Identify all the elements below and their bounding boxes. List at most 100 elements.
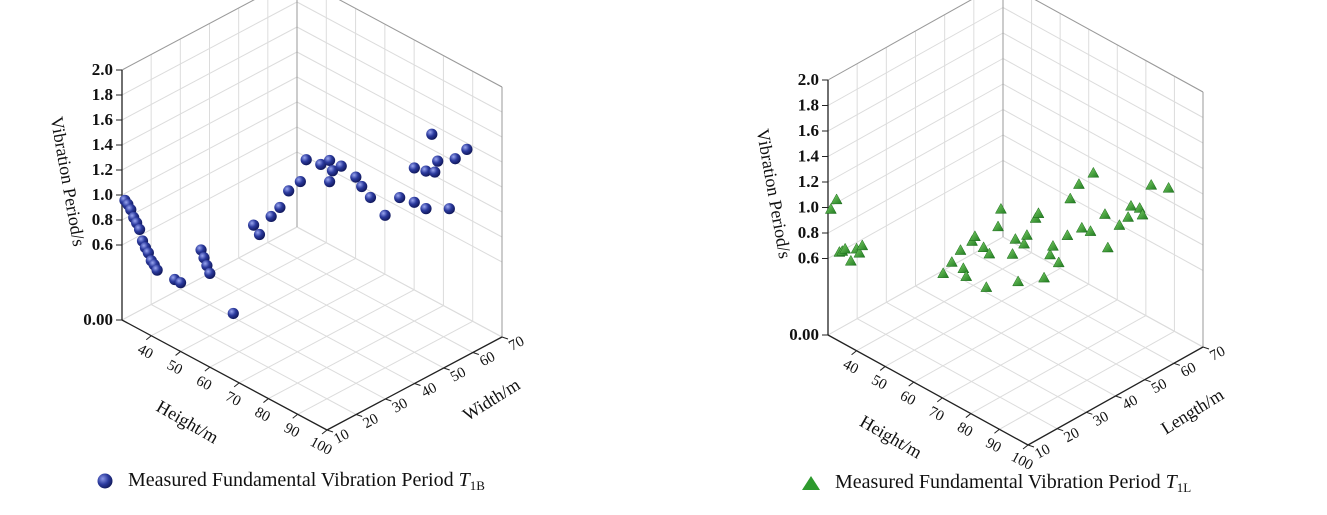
data-point: [957, 262, 970, 273]
x-axis-label: Height/m: [857, 411, 926, 462]
data-point: [980, 281, 993, 292]
data-point: [856, 239, 869, 251]
x-tick: [851, 350, 857, 356]
legend-left-subscript: 1B: [469, 478, 485, 493]
y-tick: [326, 429, 334, 433]
data-point: [265, 210, 277, 223]
grid-line: [1002, 83, 1204, 195]
data-point: [300, 154, 312, 166]
data-point: [420, 203, 432, 215]
data-point: [839, 242, 852, 254]
data-point: [449, 153, 461, 165]
data-point: [315, 158, 327, 171]
data-point: [1012, 275, 1025, 287]
grid-line: [1002, 236, 1204, 348]
grid-line: [827, 58, 1004, 157]
x-tick: [145, 335, 152, 341]
data-point: [994, 202, 1007, 214]
z-tick-label: 1.2: [798, 172, 819, 191]
grid-line: [1002, 7, 1204, 118]
grid-line: [1002, 134, 1204, 246]
grid-line: [121, 126, 298, 221]
data-point: [323, 176, 336, 188]
data-point: [844, 254, 857, 266]
y-tick-label: 40: [419, 380, 440, 401]
data-point: [1136, 208, 1149, 220]
z-tick-label: 1.6: [798, 121, 819, 140]
data-point: [323, 154, 336, 167]
grid-line: [296, 126, 503, 238]
z-axis-label: Vibration Period/s: [753, 127, 796, 260]
data-point: [1047, 239, 1059, 251]
data-point: [1021, 229, 1033, 240]
x-tick-label: 70: [926, 404, 947, 425]
data-point: [350, 171, 362, 183]
x-tick-label: 80: [252, 404, 273, 425]
data-point: [1075, 221, 1088, 233]
data-point: [408, 162, 420, 174]
x-tick-label: 90: [281, 420, 302, 441]
grid-line: [973, 252, 1175, 364]
data-point: [1101, 241, 1114, 253]
y-tick-label: 70: [506, 333, 527, 354]
y-tick: [472, 352, 479, 355]
grid-line: [1002, 32, 1204, 144]
data-point: [992, 220, 1004, 232]
data-point: [1073, 178, 1085, 189]
data-point: [356, 180, 368, 193]
grid-line: [121, 151, 298, 246]
data-point: [960, 270, 973, 281]
data-point: [1038, 271, 1050, 283]
y-tick: [501, 336, 509, 340]
z-tick-label: 1.8: [798, 96, 819, 115]
data-point: [824, 203, 837, 214]
box-edge: [338, 0, 503, 88]
y-tick-label: 50: [448, 364, 469, 385]
z-tick-label: 0.6: [798, 249, 819, 268]
data-point: [1087, 166, 1100, 178]
data-point: [1084, 225, 1097, 236]
data-point: [977, 241, 990, 253]
x-tick: [1022, 444, 1029, 450]
data-point: [443, 203, 455, 215]
y-tick: [1115, 395, 1122, 399]
data-point: [248, 219, 260, 231]
z-tick-label: 1.4: [798, 147, 820, 166]
grid-line: [121, 26, 298, 121]
data-point: [968, 230, 981, 241]
x-tick-label: 80: [954, 419, 975, 440]
x-tick: [175, 351, 181, 356]
grid-line: [827, 83, 1004, 183]
x-tick-label: 50: [164, 357, 185, 378]
grid-line: [856, 318, 1058, 430]
data-point: [227, 307, 239, 320]
y-tick-label: 50: [1149, 376, 1170, 397]
y-tick: [1086, 411, 1093, 415]
data-point: [983, 247, 996, 259]
grid-line: [209, 273, 415, 384]
x-tick: [321, 429, 328, 435]
data-point: [1052, 256, 1065, 268]
z-tick-label: 0.8: [92, 210, 113, 229]
data-point: [853, 246, 866, 258]
grid-line: [296, 51, 503, 163]
grid-line: [296, 76, 503, 188]
data-point: [326, 165, 339, 177]
x-tick-label: 100: [307, 434, 334, 459]
data-point: [1006, 248, 1019, 259]
x-tick: [908, 381, 915, 387]
data-point: [1099, 208, 1111, 219]
data-point: [1113, 219, 1126, 230]
x-tick-label: 50: [869, 372, 890, 393]
z-tick-label: 2.0: [798, 70, 819, 89]
legend-right: Measured Fundamental Vibration Period T1…: [801, 471, 1191, 496]
z-tick-label: 0.00: [789, 325, 819, 344]
data-point: [429, 166, 441, 178]
x-tick: [965, 413, 972, 418]
data-point: [1009, 233, 1022, 244]
data-point: [461, 143, 473, 155]
x-tick: [879, 366, 886, 371]
x-tick-label: 60: [193, 373, 214, 394]
y-tick-label: 60: [1178, 360, 1199, 381]
